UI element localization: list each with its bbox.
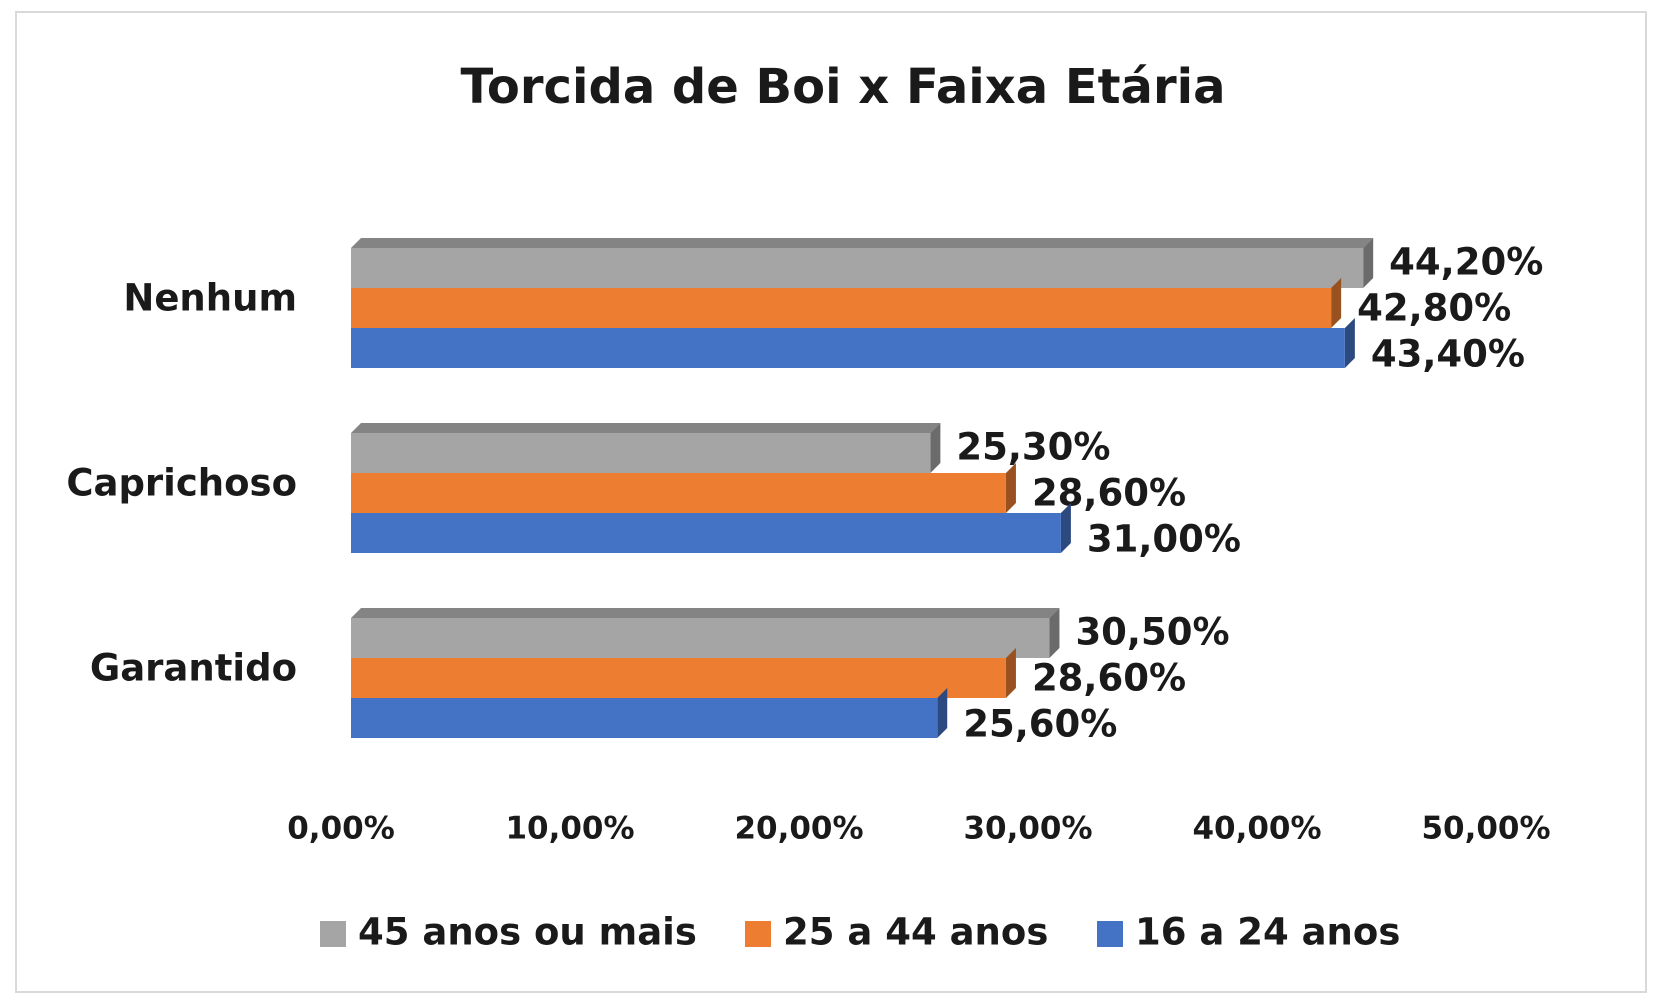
- y-tick-label: Caprichoso: [66, 462, 297, 505]
- x-tick-label: 30,00%: [963, 811, 1092, 847]
- bar: [351, 328, 1345, 368]
- legend-label: 25 a 44 anos: [783, 911, 1048, 954]
- bar-side-face: [1005, 648, 1016, 698]
- x-tick-label: 50,00%: [1421, 811, 1550, 847]
- data-label: 25,60%: [963, 703, 1117, 746]
- legend-swatch: [745, 921, 771, 947]
- x-tick-label: 20,00%: [734, 811, 863, 847]
- data-label: 44,20%: [1389, 241, 1543, 284]
- bar: [351, 698, 938, 738]
- y-tick-label: Nenhum: [123, 277, 297, 320]
- bar: [351, 248, 1364, 288]
- bar: [351, 658, 1006, 698]
- bar-side-face: [1331, 278, 1342, 328]
- bar: [351, 473, 1006, 513]
- x-tick-label: 40,00%: [1192, 811, 1321, 847]
- bar: [351, 618, 1050, 658]
- bar-side-face: [930, 423, 941, 473]
- bar: [351, 513, 1061, 553]
- legend-label: 45 anos ou mais: [358, 911, 697, 954]
- data-label: 25,30%: [956, 426, 1110, 469]
- bar-side-face: [1005, 463, 1016, 513]
- y-tick-label: Garantido: [90, 647, 297, 690]
- chart-title: Torcida de Boi x Faixa Etária: [461, 59, 1226, 115]
- bar-side-face: [1363, 238, 1374, 288]
- data-label: 30,50%: [1075, 611, 1229, 654]
- bar-top-face: [351, 238, 1374, 248]
- data-label: 31,00%: [1087, 518, 1241, 561]
- legend-swatch: [320, 921, 346, 947]
- legend-label: 16 a 24 anos: [1135, 911, 1400, 954]
- bar: [351, 288, 1332, 328]
- x-tick-label: 0,00%: [287, 811, 395, 847]
- bar-side-face: [937, 688, 948, 738]
- bar-side-face: [1049, 608, 1060, 658]
- bar-top-face: [351, 423, 941, 433]
- bar: [351, 433, 931, 473]
- data-label: 28,60%: [1032, 657, 1186, 700]
- data-label: 43,40%: [1371, 333, 1525, 376]
- bar-side-face: [1060, 503, 1071, 553]
- data-label: 42,80%: [1357, 287, 1511, 330]
- bar-top-face: [351, 608, 1060, 618]
- bar-side-face: [1344, 318, 1355, 368]
- x-tick-label: 10,00%: [505, 811, 634, 847]
- data-label: 28,60%: [1032, 472, 1186, 515]
- legend-swatch: [1097, 921, 1123, 947]
